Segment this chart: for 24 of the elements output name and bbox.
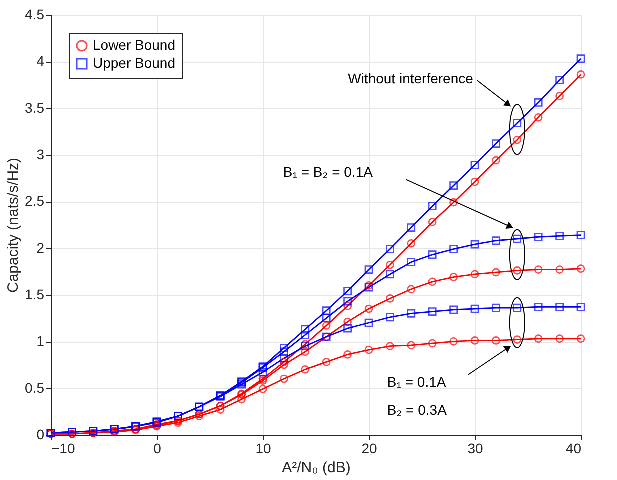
x-axis-title: A²/N₀ (dB) — [282, 460, 351, 476]
legend-label: Lower Bound — [93, 37, 176, 53]
y-tick-label: 0.5 — [25, 380, 45, 396]
annotation: B₁ = 0.1A — [387, 374, 447, 390]
annotation: B₁ = B₂ = 0.1A — [283, 164, 374, 180]
legend-label: Upper Bound — [93, 55, 176, 71]
x-tick-label: 0 — [154, 440, 162, 456]
y-tick-label: 3.5 — [25, 100, 45, 116]
y-tick-label: 0 — [36, 426, 45, 442]
y-tick-label: 1.5 — [25, 286, 45, 302]
y-axis-title: Capacity (nats/s/Hz) — [5, 158, 22, 294]
y-tick-label: 2.5 — [25, 193, 45, 210]
x-tick-label: 20 — [362, 440, 378, 456]
x-tick-label: 40 — [566, 440, 582, 456]
x-tick-label: 10 — [256, 440, 272, 456]
y-tick-label: 4.5 — [25, 6, 45, 22]
y-tick-label: 2 — [36, 240, 45, 256]
x-tick-label: −10 — [52, 440, 76, 456]
y-tick-label: 1 — [36, 333, 45, 350]
y-tick-label: 4 — [36, 53, 45, 70]
y-tick-label: 3 — [36, 146, 45, 162]
annotation: Without interference — [348, 70, 474, 87]
annotation: B₂ = 0.3A — [387, 402, 448, 418]
x-tick-label: 30 — [468, 440, 484, 456]
